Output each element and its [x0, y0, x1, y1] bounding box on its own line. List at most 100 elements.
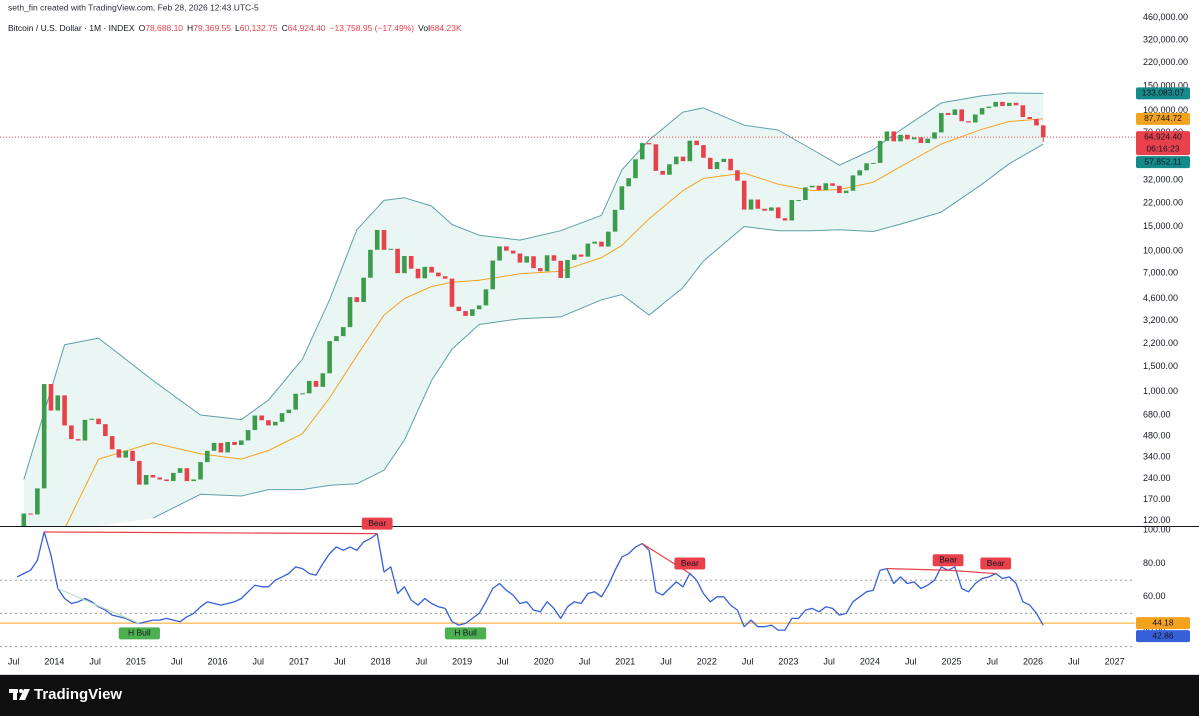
candle-body: [177, 468, 183, 473]
candle-body: [646, 143, 652, 145]
candle-body: [456, 306, 462, 312]
band-lower: [152, 143, 1044, 519]
candle-body: [558, 260, 564, 279]
value-tag: [1136, 156, 1190, 169]
candle-body: [959, 109, 964, 122]
candle-body: [35, 488, 40, 515]
candle-body: [1034, 118, 1039, 126]
candle-body: [605, 231, 611, 247]
candle-body: [252, 415, 258, 431]
candle-body: [680, 156, 686, 162]
candle-body: [972, 114, 978, 123]
legend-symbol: Bitcoin / U.S. Dollar · 1M · INDEX: [8, 23, 135, 33]
signal-label: H Bull: [454, 628, 477, 638]
candle-body: [721, 158, 727, 163]
candle-body: [69, 425, 74, 440]
candle-body: [490, 260, 496, 290]
candle-body: [857, 170, 863, 176]
candle-body: [164, 479, 169, 482]
candle-body: [565, 259, 570, 279]
legend-key: O: [139, 23, 146, 33]
logo-text: TradingView: [34, 686, 122, 703]
candle-body: [184, 468, 190, 482]
value-tag-countdown: 06:16:23: [1146, 143, 1179, 153]
candle-body: [775, 207, 781, 219]
y-tick-label: 2,200.00: [1143, 338, 1178, 348]
rsi-line: [16, 531, 1044, 631]
candle-body: [918, 137, 924, 144]
candle-body: [402, 255, 407, 274]
candle-body: [653, 144, 659, 171]
signal-tag: [932, 554, 964, 567]
candle-body: [225, 441, 230, 453]
x-tick-label: Jul: [579, 656, 591, 666]
candle-body: [75, 439, 81, 441]
y-tick-label: 480.00: [1143, 431, 1171, 441]
candle-body: [993, 101, 998, 107]
candle-body: [1013, 102, 1019, 106]
value-tag-label: 133,083.07: [1142, 88, 1185, 98]
signal-tag: [674, 557, 706, 570]
candle-body: [898, 134, 903, 142]
candle-body: [877, 140, 883, 163]
value-tag: [1136, 630, 1190, 643]
candle-body: [497, 246, 502, 261]
y-tick-label: 10,000.00: [1143, 246, 1183, 256]
candle-body: [966, 121, 971, 123]
value-tag-label: 87,744.72: [1144, 113, 1182, 123]
candle-body: [979, 108, 985, 115]
candle-body: [830, 183, 835, 186]
x-tick-label: 2023: [778, 656, 798, 666]
x-tick-label: Jul: [742, 656, 754, 666]
candle-body: [388, 248, 394, 250]
candle-body: [571, 254, 577, 260]
candle-body: [728, 158, 733, 171]
value-tag: [1136, 87, 1190, 100]
value-tag-label: 42.86: [1152, 630, 1174, 640]
signal-tag: [118, 627, 160, 640]
y-tick-label: 22,000.00: [1143, 197, 1183, 207]
y-tick-label: 460,000.00: [1143, 12, 1188, 22]
signal-label: H Bull: [128, 628, 151, 638]
candle-body: [639, 143, 645, 160]
x-tick-label: Jul: [416, 656, 428, 666]
candle-body: [633, 159, 638, 179]
candle-body: [109, 436, 115, 450]
candle-body: [952, 109, 958, 115]
signal-tag: [444, 627, 487, 640]
y-tick-label: 1,000.00: [1143, 386, 1178, 396]
y-tick-label: 120.00: [1143, 515, 1171, 525]
candle-body: [272, 421, 278, 426]
candle-body: [103, 424, 108, 437]
candle-body: [96, 418, 101, 425]
candle-body: [463, 311, 468, 316]
candle-body: [361, 277, 366, 303]
x-tick-label: 2017: [289, 656, 309, 666]
candle-body: [211, 442, 217, 451]
candle-body: [293, 393, 298, 410]
rsi-tick-label: 80.00: [1143, 558, 1166, 568]
x-tick-label: 2015: [126, 656, 146, 666]
candle-body: [843, 190, 849, 194]
candle-body: [483, 289, 489, 306]
candle-body: [245, 430, 251, 441]
legend-key: Vol: [418, 23, 430, 33]
candle-body: [436, 272, 441, 277]
logo-shape: [19, 689, 23, 693]
candle-body: [1020, 105, 1026, 118]
candle-body: [300, 393, 305, 395]
candle-body: [769, 207, 774, 211]
candle-body: [687, 140, 693, 162]
candle-body: [408, 255, 414, 269]
signal-label: Bear: [368, 518, 386, 528]
x-tick-label: Jul: [253, 656, 265, 666]
candle-body: [82, 419, 88, 441]
candle-body: [442, 276, 448, 279]
candle-body: [320, 373, 326, 387]
candle-body: [619, 186, 625, 210]
candle-body: [932, 132, 937, 139]
candle-body: [939, 113, 944, 133]
candle-body: [510, 250, 516, 254]
candle-body: [578, 254, 584, 257]
candle-body: [911, 137, 917, 140]
